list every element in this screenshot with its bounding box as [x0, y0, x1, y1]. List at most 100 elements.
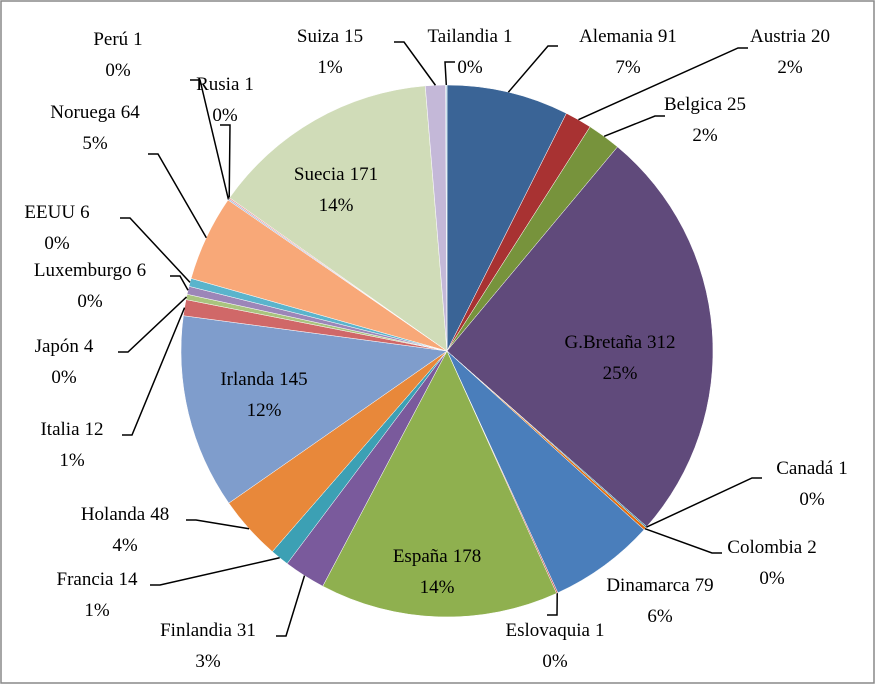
- leader-line: [276, 575, 306, 637]
- percent-label: 3%: [195, 651, 221, 672]
- category-label: Austria: [750, 26, 807, 47]
- value-label: 6: [137, 260, 147, 281]
- percent-label: 14%: [420, 577, 455, 598]
- slice-label: Perú 1: [93, 29, 142, 50]
- percent-label: 0%: [105, 60, 131, 81]
- percent-label: 7%: [615, 57, 641, 78]
- value-label: 6: [80, 202, 90, 223]
- category-label: Holanda: [81, 504, 146, 525]
- percent-label: 1%: [84, 600, 110, 621]
- category-label: Eslovaquia: [506, 620, 591, 641]
- category-label: Irlanda: [220, 369, 274, 390]
- slice-label: Austria 20: [750, 26, 830, 47]
- leader-line: [148, 153, 207, 239]
- category-label: Luxemburgo: [34, 260, 132, 281]
- leader-line: [220, 124, 231, 199]
- value-label: 145: [279, 369, 308, 390]
- slice-label: Suiza 15: [297, 26, 363, 47]
- slice-label: Holanda 48: [81, 504, 169, 525]
- category-label: Canadá: [776, 458, 834, 479]
- leader-line: [150, 557, 280, 586]
- category-label: Francia: [57, 569, 115, 590]
- slice-label: Colombia 2: [727, 537, 816, 558]
- percent-label: 1%: [317, 57, 343, 78]
- slice-label: Suecia 171: [294, 164, 378, 185]
- percent-label: 4%: [112, 535, 138, 556]
- value-label: 91: [658, 26, 677, 47]
- category-label: Tailandia: [428, 26, 499, 47]
- value-label: 4: [84, 336, 94, 357]
- slice-label: Canadá 1: [776, 458, 847, 479]
- slice-label: Noruega 64: [50, 102, 140, 123]
- category-label: España: [393, 546, 448, 567]
- value-label: 2: [807, 537, 817, 558]
- value-label: 1: [133, 29, 143, 50]
- slice-label: Rusia 1: [196, 74, 254, 95]
- percent-label: 0%: [457, 57, 483, 78]
- value-label: 12: [85, 419, 104, 440]
- leader-line: [118, 296, 188, 353]
- percent-label: 0%: [44, 233, 70, 254]
- category-label: Japón: [35, 336, 80, 357]
- slice-label: Belgica 25: [664, 94, 746, 115]
- percent-label: 14%: [319, 195, 354, 216]
- leader-line: [120, 217, 191, 283]
- slice-label: EEUU 6: [24, 202, 89, 223]
- value-label: 79: [695, 575, 714, 596]
- category-label: Rusia: [196, 74, 240, 95]
- category-label: EEUU: [24, 202, 75, 223]
- leader-line: [507, 45, 558, 93]
- category-label: Colombia: [727, 537, 803, 558]
- value-label: 312: [647, 332, 676, 353]
- value-label: 178: [453, 546, 482, 567]
- leader-line: [394, 41, 437, 86]
- slice-label: Dinamarca 79: [606, 575, 713, 596]
- slice-label: Finlandia 31: [160, 620, 256, 641]
- category-label: Noruega: [50, 102, 116, 123]
- slice-label: G.Bretaña 312: [564, 332, 675, 353]
- slice-label: Italia 12: [40, 419, 103, 440]
- value-label: 64: [121, 102, 141, 123]
- leader-line: [122, 307, 186, 436]
- pie-slice: [322, 350, 557, 618]
- slice-label: Alemania 91: [579, 26, 677, 47]
- value-label: 31: [237, 620, 256, 641]
- value-label: 171: [350, 164, 379, 185]
- slice-label: Eslovaquia 1: [506, 620, 605, 641]
- leader-line: [578, 47, 748, 121]
- category-label: Alemania: [579, 26, 653, 47]
- category-label: Suecia: [294, 164, 345, 185]
- leader-line: [190, 79, 230, 200]
- value-label: 1: [595, 620, 605, 641]
- slice-label: Luxemburgo 6: [34, 260, 146, 281]
- slice-label: Tailandia 1: [428, 26, 513, 47]
- leader-line: [547, 593, 558, 616]
- percent-label: 2%: [692, 125, 718, 146]
- slice-label: Japón 4: [35, 336, 94, 357]
- category-label: Italia: [40, 419, 80, 440]
- percent-label: 0%: [51, 367, 77, 388]
- percent-label: 6%: [647, 606, 673, 627]
- leader-line: [444, 61, 455, 86]
- leader-line: [645, 477, 762, 528]
- pie-slice: [229, 85, 448, 352]
- category-label: Belgica: [664, 94, 723, 115]
- percent-label: 12%: [247, 400, 282, 421]
- value-label: 1: [503, 26, 513, 47]
- percent-label: 25%: [603, 363, 638, 384]
- percent-label: 0%: [77, 291, 103, 312]
- category-label: Dinamarca: [606, 575, 690, 596]
- category-label: Finlandia: [160, 620, 232, 641]
- percent-label: 2%: [777, 57, 803, 78]
- leader-line: [644, 528, 722, 554]
- value-label: 1: [244, 74, 254, 95]
- pie-slice: [446, 146, 714, 528]
- percent-label: 5%: [82, 133, 108, 154]
- slice-label: España 178: [393, 546, 481, 567]
- value-label: 15: [344, 26, 363, 47]
- value-label: 1: [838, 458, 848, 479]
- value-label: 14: [118, 569, 138, 590]
- category-label: G.Bretaña: [564, 332, 642, 353]
- percent-label: 0%: [799, 489, 825, 510]
